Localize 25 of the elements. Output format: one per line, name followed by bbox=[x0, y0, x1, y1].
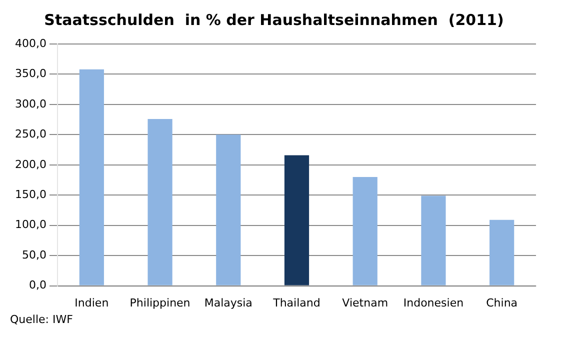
x-tick-label: Philippinen bbox=[130, 296, 190, 310]
chart-title: Staatsschulden in % der Haushaltseinnahmen (2011) bbox=[44, 10, 504, 29]
x-tick-label: Thailand bbox=[272, 296, 320, 310]
y-tick-label: 100,0 bbox=[14, 218, 46, 232]
bar bbox=[79, 69, 104, 286]
y-tick-label: 50,0 bbox=[22, 248, 46, 262]
x-tick-label: Malaysia bbox=[204, 296, 252, 310]
y-tick-label: 400,0 bbox=[14, 36, 46, 50]
y-tick-label: 200,0 bbox=[14, 158, 46, 171]
bar bbox=[490, 220, 514, 286]
y-tick-label: 150,0 bbox=[14, 188, 46, 201]
bar bbox=[421, 196, 446, 286]
y-tick-label: 250,0 bbox=[14, 128, 46, 141]
bar bbox=[352, 176, 378, 286]
y-tick-label: 350,0 bbox=[14, 67, 46, 80]
y-tick-label: 0,0 bbox=[28, 278, 46, 292]
y-tick-label: 300,0 bbox=[14, 97, 46, 110]
x-tick-label: Indien bbox=[74, 296, 109, 310]
bar bbox=[216, 134, 241, 286]
x-tick-label: Vietnam bbox=[342, 296, 388, 310]
x-tick-label: China bbox=[486, 296, 518, 310]
x-tick-label: Indonesien bbox=[403, 296, 464, 310]
bar bbox=[148, 118, 172, 286]
source-note: Quelle: IWF bbox=[10, 313, 74, 326]
bar bbox=[284, 155, 310, 286]
